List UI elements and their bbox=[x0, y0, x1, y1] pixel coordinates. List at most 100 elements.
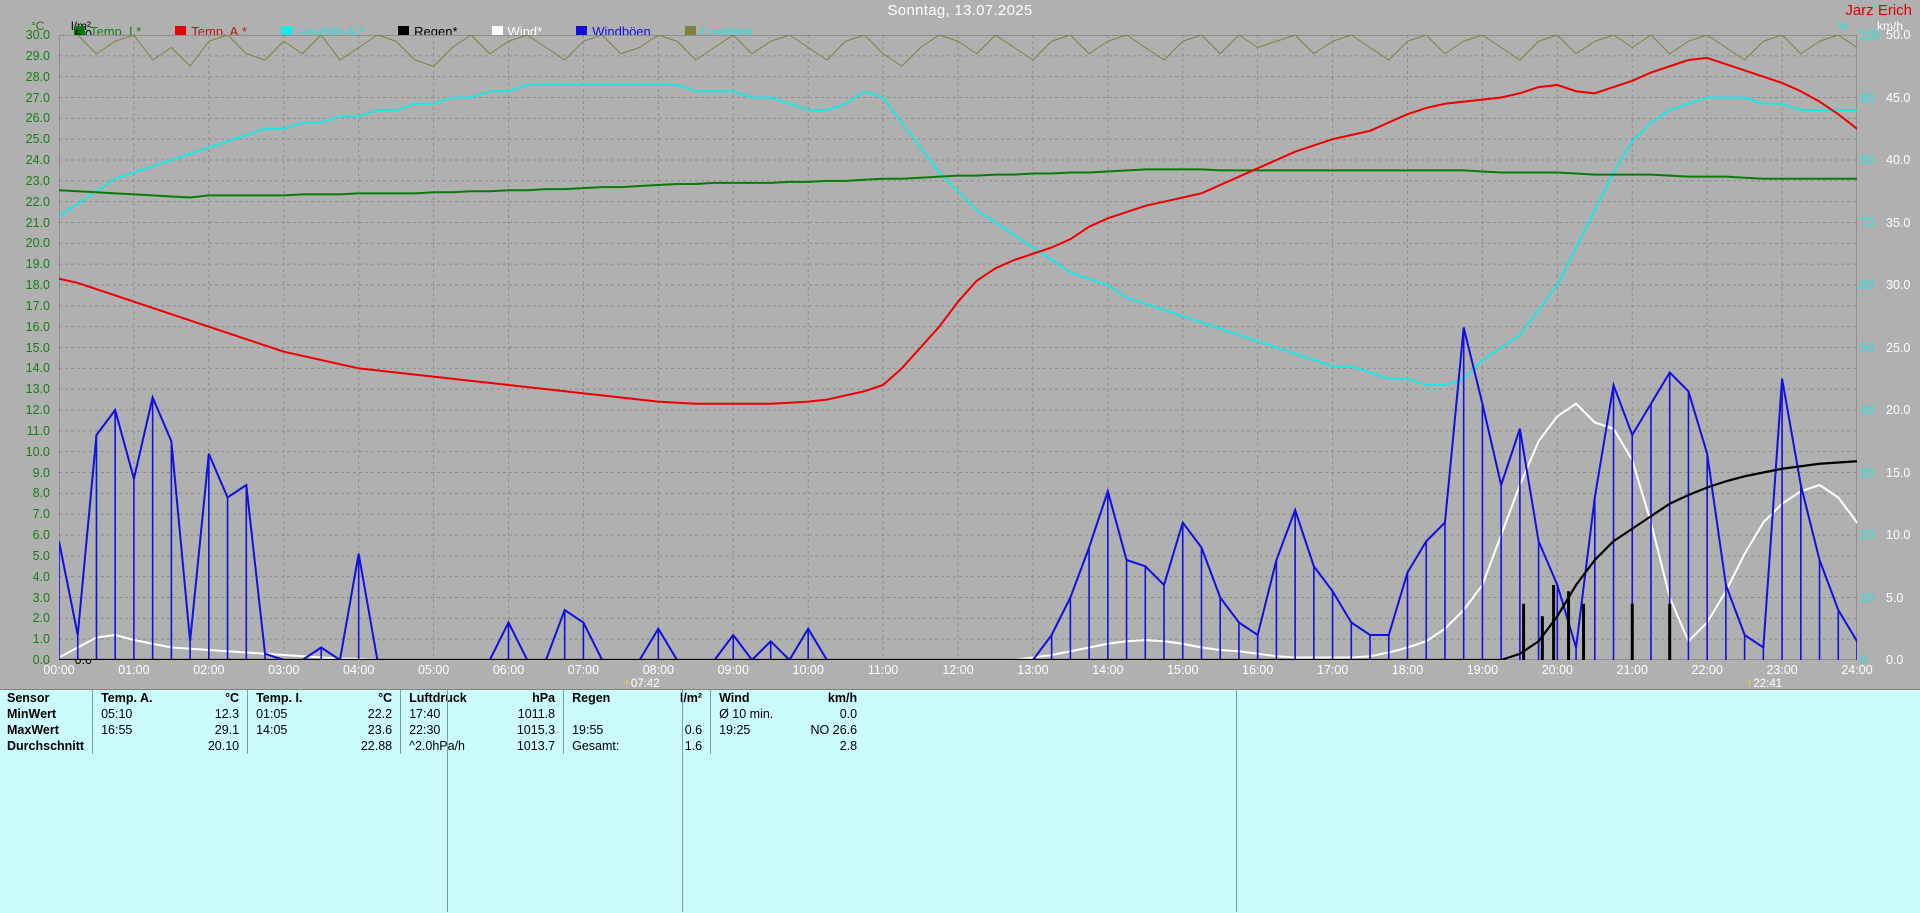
sunset-icon: ↑ bbox=[1746, 676, 1753, 690]
tick-wind: 5.0 bbox=[1886, 590, 1904, 605]
series-windboeen-spikes bbox=[59, 327, 1857, 660]
table-cell-wind-value: 2.8 bbox=[839, 739, 858, 753]
table-cell-luftdruck-value: 1015.3 bbox=[516, 723, 556, 737]
tick-time: 21:00 bbox=[1616, 663, 1648, 677]
tick-temperature: 5.0 bbox=[32, 548, 50, 563]
tick-humidity: 0 bbox=[1860, 652, 1867, 667]
tick-temperature: 14.0 bbox=[25, 361, 50, 376]
tick-time: 04:00 bbox=[343, 663, 375, 677]
chart-gridlines bbox=[59, 35, 1857, 660]
tick-temperature: 8.0 bbox=[32, 486, 50, 501]
tick-time: 11:00 bbox=[867, 663, 899, 677]
tick-wind: 45.0 bbox=[1886, 90, 1911, 105]
table-cell-temp-i-label: 14:05 bbox=[247, 722, 333, 738]
table-cell-temp-a-value: 20.10 bbox=[207, 739, 240, 753]
tick-time: 19:00 bbox=[1466, 663, 1499, 677]
tick-time: 02:00 bbox=[193, 663, 225, 677]
table-cell-wind-label: 19:25 bbox=[710, 722, 798, 738]
table-row: MaxWert 16:55 29.1 14:05 23.6 22:30 1015.3 19:5… bbox=[0, 722, 865, 738]
tick-time: 17:00 bbox=[1316, 663, 1349, 677]
table-cell-wind-label: Wind bbox=[710, 690, 798, 706]
tick-wind: 0.0 bbox=[1886, 652, 1904, 667]
tick-humidity: 70 bbox=[1860, 215, 1874, 230]
table-divider bbox=[447, 689, 448, 912]
tick-temperature: 7.0 bbox=[32, 506, 50, 521]
tick-time: 24:00 bbox=[1841, 663, 1873, 677]
series-tempa bbox=[59, 56, 1857, 405]
sunset-time: 22:41 bbox=[1753, 678, 1783, 690]
tick-time: 20:00 bbox=[1541, 663, 1573, 677]
tick-time: 06:00 bbox=[492, 663, 525, 677]
tick-temperature: 2.0 bbox=[32, 611, 50, 626]
table-cell-luftdruck-label: 22:30 bbox=[400, 722, 490, 738]
tick-time: 01:00 bbox=[118, 663, 150, 677]
table-row: Sensor Temp. A. °C Temp. I. °C Luftdruck hPa Re… bbox=[0, 690, 865, 706]
tick-time: 13:00 bbox=[1017, 663, 1049, 677]
tick-humidity: 90 bbox=[1860, 90, 1874, 105]
tick-wind: 40.0 bbox=[1886, 152, 1911, 167]
table-cell-temp-i-label bbox=[247, 738, 333, 754]
chart-plot-area[interactable] bbox=[59, 35, 1857, 660]
table-cell-temp-a-value: °C bbox=[225, 691, 240, 705]
tick-temperature: 9.0 bbox=[32, 465, 50, 480]
tick-temperature: 22.0 bbox=[25, 194, 50, 209]
page-title: Sonntag, 13.07.2025 bbox=[887, 2, 1033, 19]
tick-time: 18:00 bbox=[1391, 663, 1424, 677]
tick-temperature: 20.0 bbox=[25, 236, 50, 251]
table-cell-temp-i-label: Temp. I. bbox=[247, 690, 333, 706]
legend-swatch-icon bbox=[684, 25, 696, 37]
tick-temperature: 19.0 bbox=[25, 256, 50, 271]
tick-temperature: 26.0 bbox=[25, 111, 50, 126]
legend-swatch-icon bbox=[398, 25, 410, 37]
sunrise-icon: ↑ bbox=[623, 676, 630, 690]
tick-humidity: 80 bbox=[1860, 152, 1874, 167]
axis-caption-wind: km/h bbox=[1876, 19, 1903, 33]
tick-time: 22:00 bbox=[1691, 663, 1723, 677]
legend-swatch-icon bbox=[576, 25, 588, 37]
tick-temperature: 0.0 bbox=[32, 652, 50, 667]
tick-temperature: 21.0 bbox=[25, 215, 50, 230]
table-cell-luftdruck-label: Luftdruck bbox=[400, 690, 490, 706]
legend-swatch-icon bbox=[175, 25, 187, 37]
table-cell-luftdruck-label: 17:40 bbox=[400, 706, 490, 722]
tick-wind: 35.0 bbox=[1886, 215, 1911, 230]
table-cell-temp-i-value: °C bbox=[378, 691, 393, 705]
table-row: Durchschnitt 20.10 22.88 ^2.0hPa/h 1013.7 Ges… bbox=[0, 738, 865, 754]
tick-temperature: 28.0 bbox=[25, 69, 50, 84]
tick-temperature: 1.0 bbox=[32, 631, 50, 646]
tick-time: 14:00 bbox=[1092, 663, 1124, 677]
axis-caption-temp: °C bbox=[31, 19, 45, 33]
tick-temperature: 13.0 bbox=[25, 381, 50, 396]
axis-ticks-time: 00:00 01:00 02:00 03:00 04:00 05:00 06:00 07:00… bbox=[0, 663, 1920, 685]
table-cell-regen-value: l/m² bbox=[679, 691, 703, 705]
tick-time: 07:00 bbox=[567, 663, 600, 677]
tick-time: 10:00 bbox=[792, 663, 824, 677]
tick-temperature: 30.0 bbox=[25, 27, 50, 42]
tick-time: 15:00 bbox=[1167, 663, 1199, 677]
legend-swatch-icon bbox=[74, 25, 85, 37]
legend-swatch-icon bbox=[491, 25, 503, 37]
tick-time: 12:00 bbox=[942, 663, 974, 677]
table-cell-luftdruck-value: 1013.7 bbox=[516, 739, 556, 753]
tick-humidity: 10 bbox=[1860, 590, 1874, 605]
table-cell-temp-a-value: 29.1 bbox=[214, 723, 240, 737]
tick-wind: 30.0 bbox=[1886, 277, 1911, 292]
tick-time: 00:00 bbox=[43, 663, 75, 677]
tick-time: 08:00 bbox=[642, 663, 674, 677]
table-divider bbox=[1236, 689, 1237, 912]
tick-temperature: 3.0 bbox=[32, 590, 50, 605]
table-cell-regen-label: Regen bbox=[563, 690, 643, 706]
tick-time: 05:00 bbox=[417, 663, 450, 677]
tick-time: 23:00 bbox=[1766, 663, 1798, 677]
tick-wind: 25.0 bbox=[1886, 340, 1911, 355]
tick-temperature: 24.0 bbox=[25, 152, 50, 167]
summary-table-grid: Sensor Temp. A. °C Temp. I. °C Luftdruck hPa Re… bbox=[0, 690, 865, 754]
table-cell-temp-a-label bbox=[92, 738, 180, 754]
tick-temperature: 12.0 bbox=[25, 402, 50, 417]
table-cell-regen-value bbox=[642, 706, 711, 722]
tick-temperature: 11.0 bbox=[26, 423, 50, 438]
series-feuchtea bbox=[59, 84, 1857, 386]
table-cell-temp-i-label: 01:05 bbox=[247, 706, 333, 722]
table-cell-temp-a-label: 16:55 bbox=[92, 722, 180, 738]
